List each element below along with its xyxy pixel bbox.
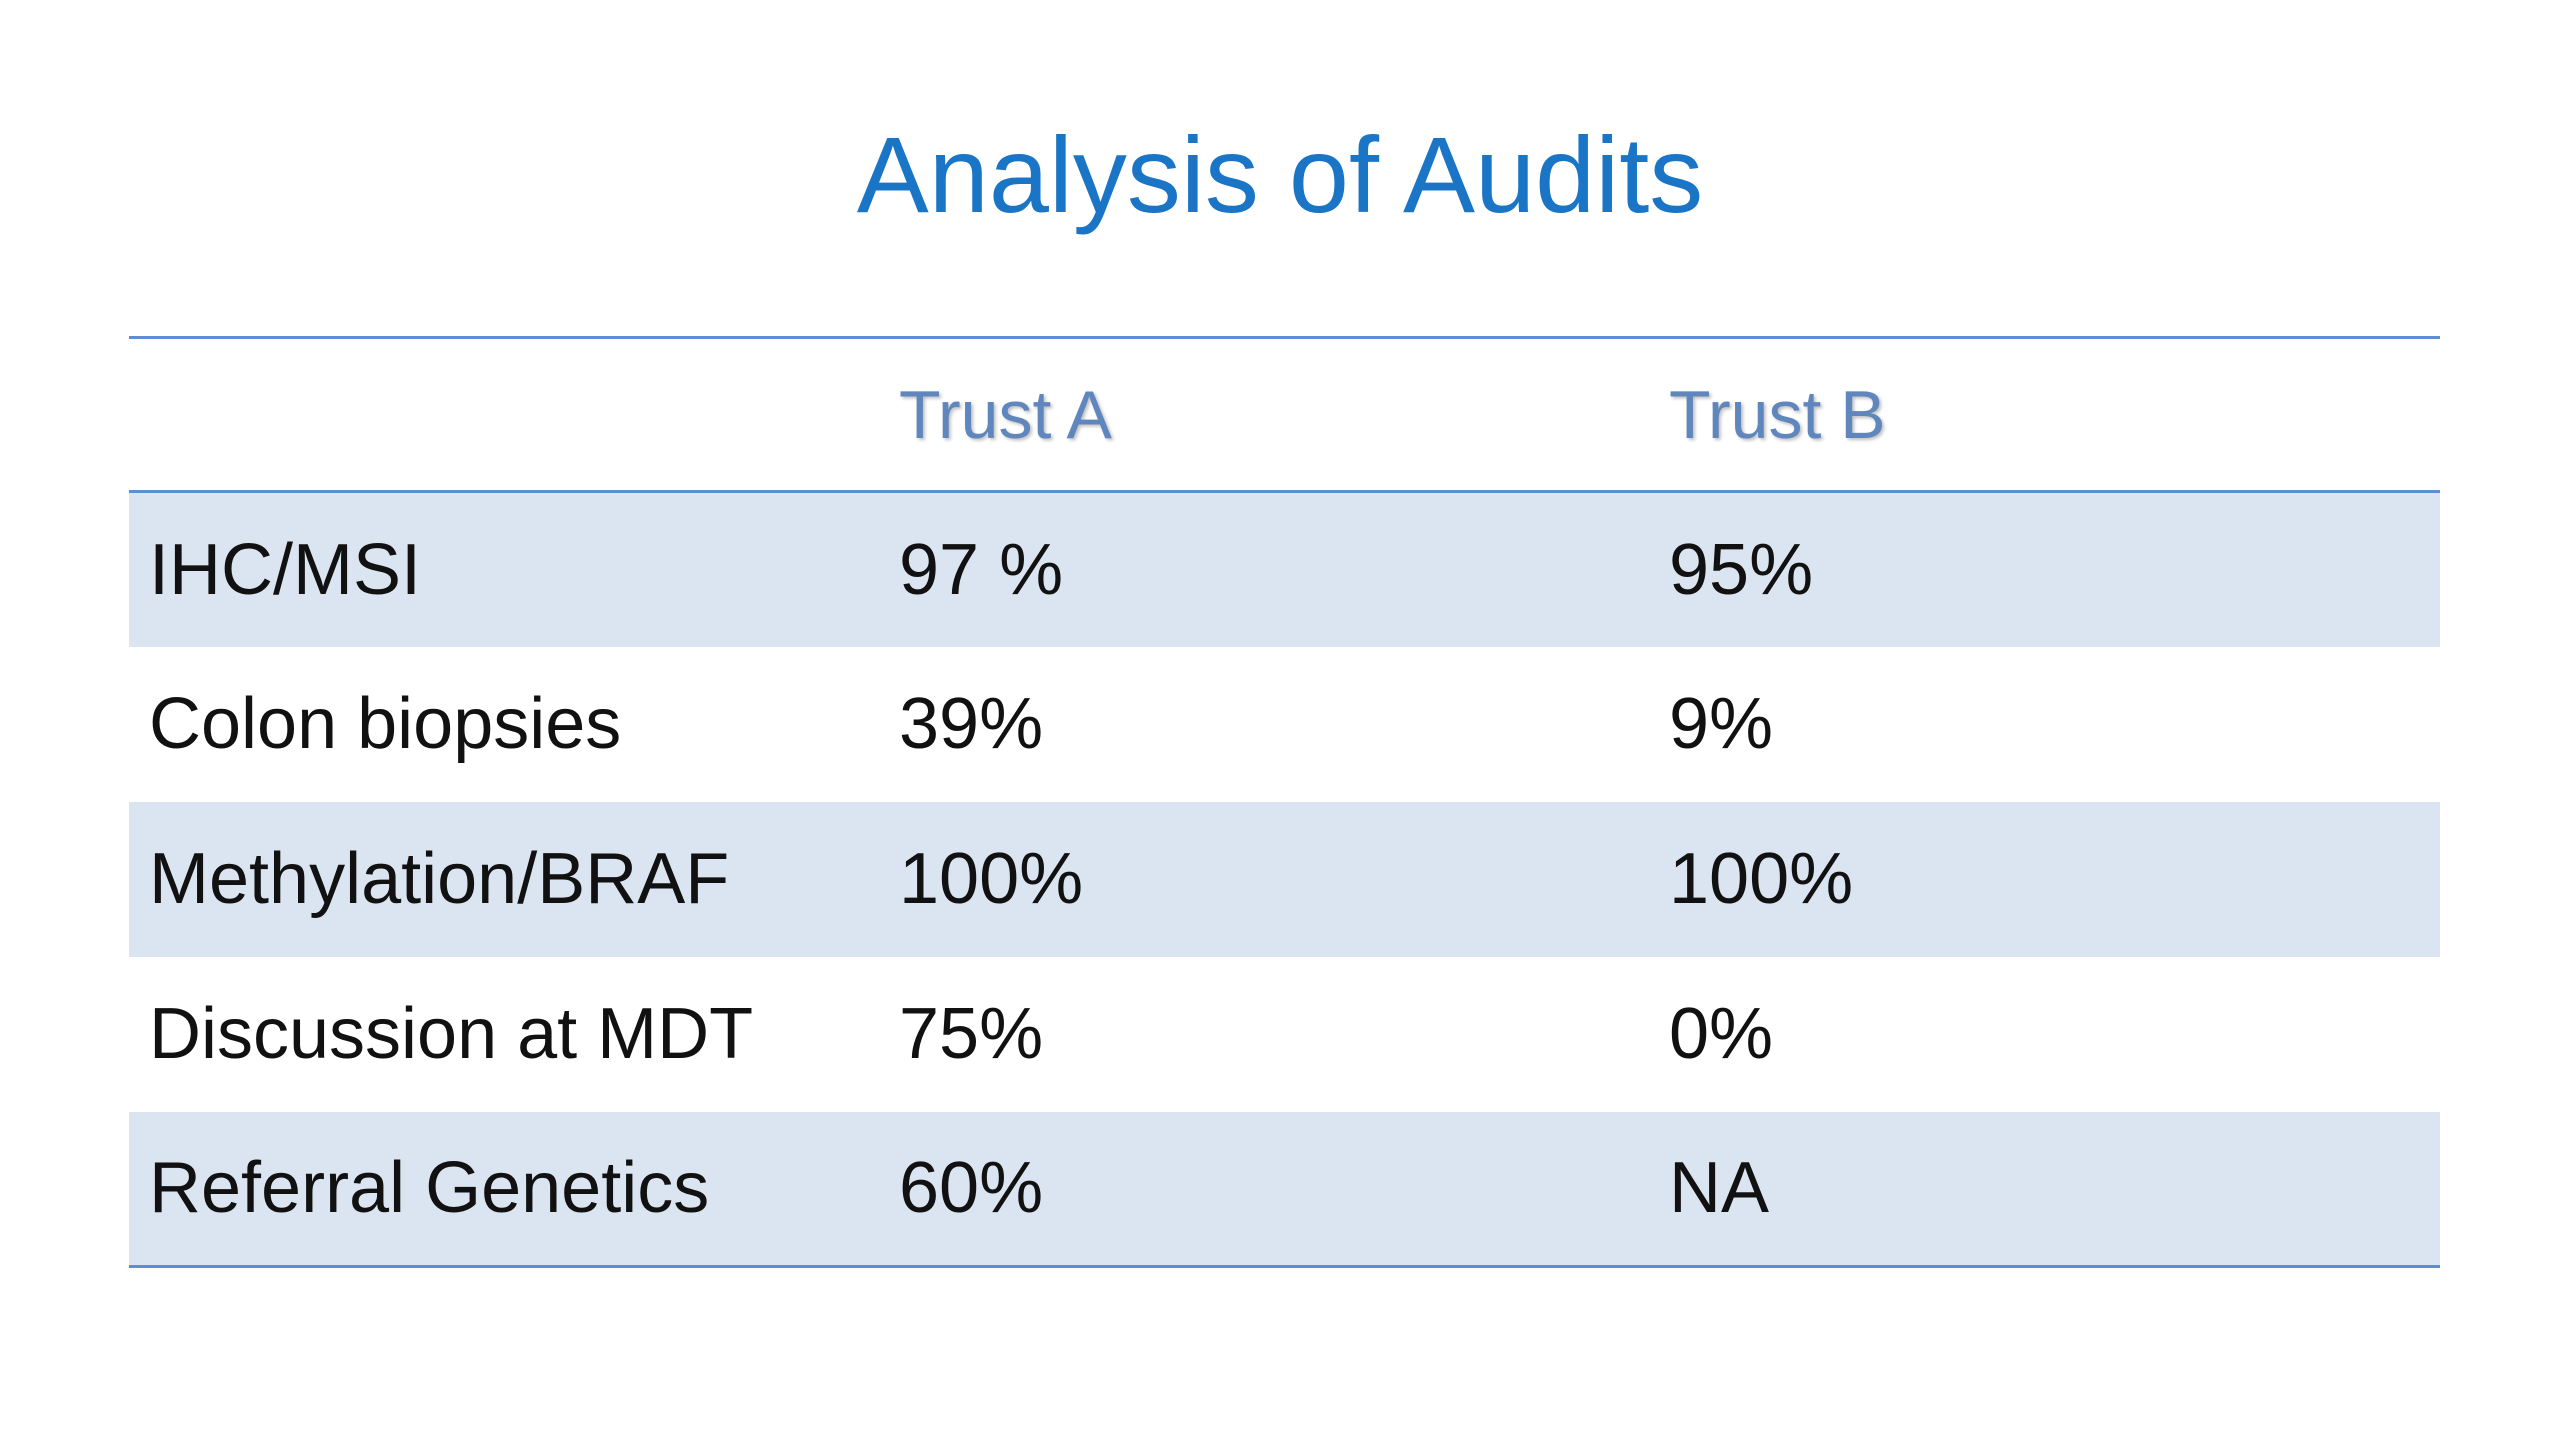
trust-a-value: 75% <box>899 994 1044 1074</box>
header-cell-trust-a: Trust A <box>899 336 1669 493</box>
trust-b-value: 100% <box>1669 801 2440 957</box>
table-row: Discussion at MDT 75% 0% <box>129 957 2440 1112</box>
trust-b-value: 9% <box>1669 684 1774 764</box>
trust-a-value: 39% <box>899 684 1044 764</box>
trust-a-value: 100% <box>899 801 1669 957</box>
audit-table: Trust A Trust B IHC/MSI 97 % 95% Colon b… <box>129 336 2440 1268</box>
header-cell-trust-b: Trust B <box>1669 336 2440 493</box>
row-label: Referral Genetics <box>129 1111 899 1268</box>
row-label: IHC/MSI <box>129 491 899 647</box>
row-label: Methylation/BRAF <box>129 801 899 957</box>
trust-a-value: 60% <box>899 1111 1669 1268</box>
table-header-row: Trust A Trust B <box>129 336 2440 493</box>
trust-b-value: 95% <box>1669 491 2440 647</box>
table-row: IHC/MSI 97 % 95% <box>129 491 2440 647</box>
slide-title: Analysis of Audits <box>856 114 1704 235</box>
table-row: Colon biopsies 39% 9% <box>129 647 2440 802</box>
row-label: Colon biopsies <box>149 684 622 764</box>
trust-a-value: 97 % <box>899 491 1669 647</box>
table-row: Methylation/BRAF 100% 100% <box>129 801 2440 957</box>
header-cell-label <box>129 336 899 493</box>
trust-b-value: NA <box>1669 1111 2440 1268</box>
table-row: Referral Genetics 60% NA <box>129 1111 2440 1268</box>
row-label: Discussion at MDT <box>149 994 754 1074</box>
trust-b-value: 0% <box>1669 994 1774 1074</box>
